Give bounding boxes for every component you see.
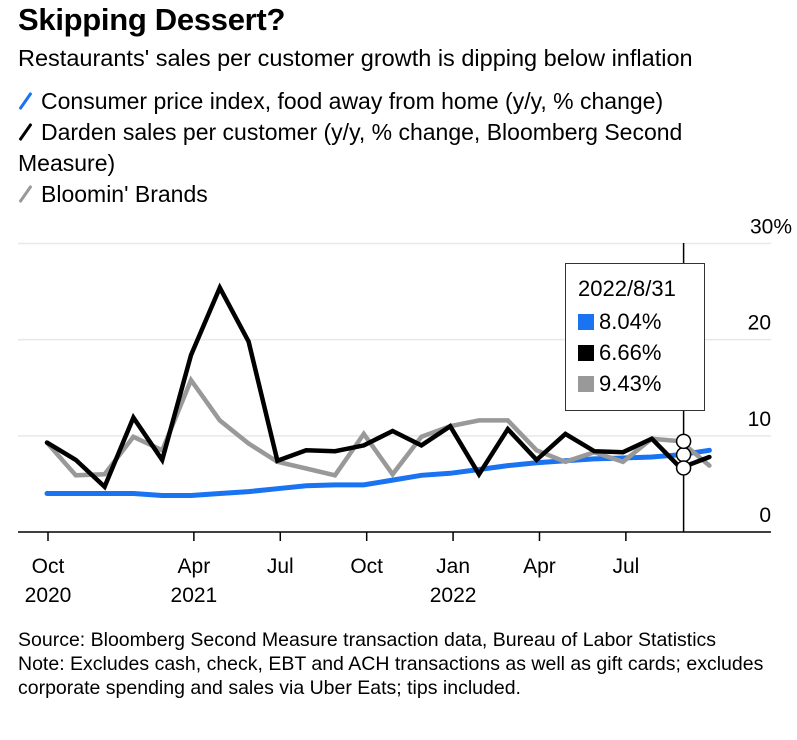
legend: Consumer price index, food away from hom…: [18, 86, 778, 210]
tooltip-value: 9.43%: [599, 371, 662, 396]
legend-item-bloomin[interactable]: Bloomin' Brands: [18, 179, 778, 210]
tooltip: 2022/8/31 8.04% 6.66% 9.43%: [565, 263, 705, 411]
source-note: Source: Bloomberg Second Measure transac…: [18, 629, 717, 651]
x-tick-label: Oct: [32, 555, 65, 578]
y-tick-label: 30%: [750, 216, 792, 239]
x-tick-label: Apr: [178, 555, 211, 578]
y-tick-label: 20: [748, 312, 771, 335]
x-tick-year-label: 2021: [171, 584, 218, 607]
x-tick-label: Apr: [523, 555, 556, 578]
tooltip-row-cpi: 8.04%: [578, 306, 704, 337]
legend-item-darden[interactable]: Darden sales per customer (y/y, % change…: [18, 117, 778, 179]
crosshair-marker-bloomin: [675, 433, 692, 450]
tooltip-value: 8.04%: [599, 309, 662, 334]
crosshair-markers: [675, 433, 692, 476]
tooltip-swatch-bloomin-icon: [578, 376, 594, 392]
tooltip-swatch-cpi-icon: [578, 314, 594, 330]
methodology-note: Note: Excludes cash, check, EBT and ACH …: [18, 653, 764, 699]
x-axis: Oct 2020 Apr 2021 Jul Oct Jan 2022 Apr Jul: [18, 531, 771, 607]
tooltip-value: 6.66%: [599, 340, 662, 365]
crosshair-marker-darden: [675, 460, 692, 476]
series-line-bloomin: [44, 375, 712, 479]
y-axis-labels: 30% 20 10 0: [748, 216, 792, 528]
y-tick-label: 0: [759, 504, 771, 527]
legend-swatch-cpi-icon: [18, 91, 33, 111]
legend-label: Darden sales per customer (y/y, % change…: [18, 119, 683, 176]
tooltip-row-darden: 6.66%: [578, 337, 704, 368]
legend-label: Consumer price index, food away from hom…: [41, 88, 664, 114]
legend-item-cpi[interactable]: Consumer price index, food away from hom…: [18, 86, 778, 117]
tooltip-row-bloomin: 9.43%: [578, 368, 704, 399]
legend-swatch-bloomin-icon: [18, 184, 33, 204]
legend-swatch-darden-icon: [18, 122, 33, 142]
x-tick-year-label: 2022: [430, 584, 477, 607]
tooltip-swatch-darden-icon: [578, 345, 594, 361]
chart-title: Skipping Dessert?: [18, 2, 286, 37]
series-lines: [44, 282, 712, 498]
x-tick-label: Jul: [267, 555, 294, 578]
y-tick-label: 10: [748, 408, 771, 431]
crosshair-marker-cpi: [675, 446, 692, 463]
chart-subtitle: Restaurants' sales per customer growth i…: [18, 45, 693, 71]
tooltip-date: 2022/8/31: [578, 276, 676, 301]
x-tick-label: Jan: [436, 555, 470, 578]
x-tick-year-label: 2020: [25, 584, 72, 607]
x-tick-label: Jul: [612, 555, 639, 578]
series-line-cpi: [44, 447, 712, 498]
footer: Source: Bloomberg Second Measure transac…: [18, 628, 788, 700]
legend-label: Bloomin' Brands: [41, 181, 208, 207]
line-chart: 30% 20 10 0 Oct 2020 Apr 2021 Jul Oct Jan 2022 Apr J…: [18, 216, 792, 607]
series-line-darden: [44, 282, 712, 491]
x-tick-label: Oct: [350, 555, 383, 578]
